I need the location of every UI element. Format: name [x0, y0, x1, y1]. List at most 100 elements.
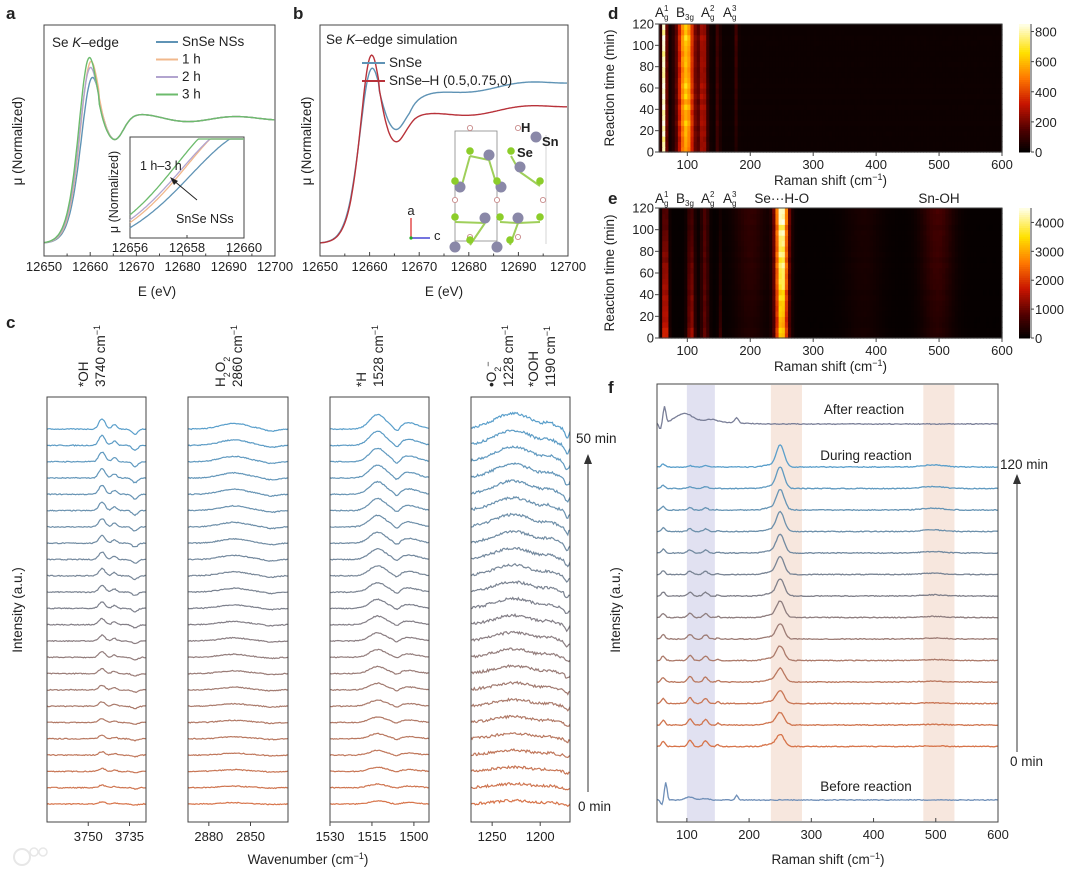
heatmap-cell [769, 93, 773, 100]
heatmap-cell [756, 56, 761, 62]
heatmap-cell [901, 283, 906, 290]
heatmap-cell [703, 267, 707, 274]
heatmap-cell [775, 262, 780, 269]
heatmap-cell [765, 273, 770, 280]
heatmap-cell [835, 56, 839, 62]
heatmap-cell [765, 93, 770, 100]
heatmap-cell [725, 262, 729, 269]
heatmap-cell [772, 146, 777, 153]
heatmap-cell [917, 109, 921, 116]
heatmap-cell [998, 141, 1003, 148]
heatmap-cell [967, 240, 972, 247]
heatmap-cell [668, 273, 673, 280]
heatmap-cell [665, 120, 670, 126]
heatmap-cell [876, 251, 880, 258]
heatmap-cell [945, 82, 950, 89]
heatmap-cell [866, 88, 871, 94]
heatmap-cell [703, 251, 707, 258]
heatmap-cell [970, 98, 975, 105]
heatmap-cell [668, 251, 673, 258]
heatmap-cell [935, 93, 940, 100]
heatmap-cell [684, 40, 688, 46]
heatmap-cell [904, 332, 909, 339]
heatmap-cell [891, 29, 896, 36]
heatmap-cell [929, 251, 934, 258]
heatmap-cell [860, 61, 865, 68]
heatmap-cell [762, 56, 767, 62]
heatmap-cell [712, 240, 717, 247]
heatmap-cell [876, 50, 880, 57]
heatmap-cell [699, 29, 704, 36]
heatmap-cell [806, 29, 811, 36]
heatmap-cell [850, 82, 855, 89]
colorbar-segment [1019, 81, 1030, 85]
heatmap-cell [677, 294, 682, 301]
heatmap-cell [712, 327, 717, 334]
heatmap-cell [882, 77, 887, 84]
heatmap-cell [835, 300, 839, 307]
heatmap-cell [932, 321, 937, 328]
heatmap-cell [857, 114, 861, 121]
heatmap-cell [904, 305, 909, 312]
heatmap-cell [917, 267, 921, 274]
heatmap-cell [939, 305, 943, 312]
heatmap-cell [942, 321, 946, 328]
heatmap-cell [882, 98, 887, 105]
spectrum-trace [470, 732, 571, 744]
heatmap-cell [709, 289, 714, 296]
heatmap-cell [876, 40, 880, 46]
heatmap-cell [828, 136, 833, 142]
heatmap-cell [926, 82, 931, 89]
heatmap-cell [951, 130, 956, 137]
heatmap-cell [731, 45, 736, 52]
heatmap-cell [693, 283, 698, 290]
heatmap-cell [970, 40, 975, 46]
heatmap-cell [772, 114, 777, 121]
heatmap-cell [973, 240, 978, 247]
heatmap-cell [668, 300, 673, 307]
heatmap-cell [800, 40, 805, 46]
heatmap-cell [740, 120, 745, 126]
heatmap-cell [788, 146, 792, 153]
heatmap-cell [979, 130, 984, 137]
heatmap-cell [709, 321, 714, 328]
heatmap-cell [932, 136, 937, 142]
heatmap-cell [747, 88, 751, 94]
heatmap-cell [913, 262, 918, 269]
heatmap-cell [957, 273, 962, 280]
heatmap-cell [832, 50, 836, 57]
heatmap-cell [703, 109, 707, 116]
heatmap-cell [772, 251, 777, 258]
heatmap-cell [728, 278, 732, 285]
axis-c-label: c [434, 228, 441, 243]
heatmap-cell [709, 273, 714, 280]
heatmap-cell [803, 114, 808, 121]
plot-frame [319, 24, 569, 257]
heatmap-cell [737, 146, 742, 153]
heatmap-cell [750, 104, 755, 110]
heatmap-cell [986, 289, 991, 296]
heatmap-cell [891, 34, 896, 41]
heatmap-cell [737, 66, 742, 73]
heatmap-cell [715, 262, 720, 269]
heatmap-cell [882, 267, 887, 274]
heatmap-cell [810, 136, 814, 142]
heatmap-cell [706, 251, 710, 258]
heatmap-cell [665, 29, 670, 36]
heatmap-cell [677, 29, 682, 36]
heatmap-cell [816, 327, 821, 334]
heatmap-cell [819, 130, 824, 137]
heatmap-cell [917, 50, 921, 57]
heatmap-cell [954, 82, 959, 89]
heatmap-cell [879, 305, 884, 312]
heatmap-cell [973, 305, 978, 312]
heatmap-cell [869, 88, 874, 94]
heatmap-cell [926, 283, 931, 290]
heatmap-cell [967, 34, 972, 41]
heatmap-cell [706, 305, 710, 312]
heatmap-cell [907, 283, 912, 290]
heatmap-cell [986, 332, 991, 339]
atom-label-se: Se [517, 145, 533, 160]
heatmap-cell [828, 120, 833, 126]
heatmap-cell [913, 273, 918, 280]
